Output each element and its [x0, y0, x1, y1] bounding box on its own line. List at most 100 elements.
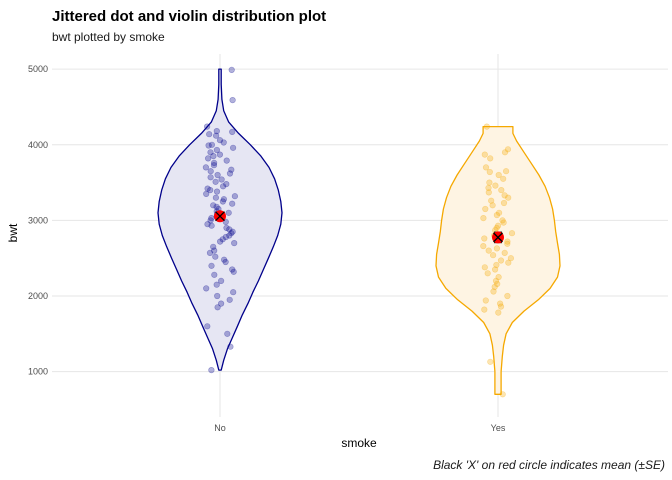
data-point-no: [207, 187, 214, 194]
data-point-yes: [504, 238, 511, 245]
data-point-no: [223, 157, 230, 164]
data-point-no: [203, 285, 210, 292]
mean-x-mark: [215, 211, 225, 222]
y-tick-label: 4000: [28, 140, 48, 150]
data-point-no: [226, 232, 233, 239]
data-point-yes: [482, 164, 490, 171]
data-point-no: [221, 256, 228, 263]
data-point-yes: [504, 292, 511, 300]
data-point-no: [224, 330, 231, 337]
data-point-no: [216, 137, 224, 144]
data-point-no: [223, 224, 230, 231]
data-point-no: [211, 247, 218, 254]
data-point-yes: [487, 155, 494, 162]
data-point-no: [212, 194, 219, 201]
mean-x-mark: [493, 232, 503, 243]
data-point-no: [229, 266, 236, 273]
data-point-yes: [481, 264, 488, 271]
data-point-no: [216, 151, 223, 158]
data-point-no: [207, 168, 214, 175]
data-point-no: [207, 149, 214, 156]
data-point-yes: [485, 247, 492, 254]
data-point-no: [208, 141, 215, 148]
data-point-yes: [493, 224, 500, 231]
y-tick-labels: 1000 2000 3000 4000 5000: [28, 64, 48, 377]
data-point-no: [204, 221, 211, 228]
data-point-no: [213, 128, 220, 135]
data-point-no: [214, 171, 221, 179]
data-point-yes: [493, 261, 500, 269]
data-point-yes: [505, 259, 512, 266]
data-point-yes: [499, 391, 506, 398]
x-tick-label-no: No: [214, 423, 226, 433]
data-point-yes: [484, 270, 491, 277]
data-point-yes: [492, 266, 499, 273]
data-point-no: [228, 166, 235, 173]
data-point-yes: [493, 212, 501, 219]
x-axis-title: smoke: [341, 436, 377, 450]
y-tick-label: 3000: [28, 215, 48, 225]
y-tick-label: 2000: [28, 291, 48, 301]
data-point-no: [210, 202, 217, 209]
data-point-yes: [507, 255, 515, 262]
data-point-yes: [495, 274, 502, 281]
data-point-no: [222, 258, 229, 266]
violin-yes: [435, 125, 561, 395]
data-point-yes: [488, 197, 495, 204]
data-point-no: [210, 162, 218, 169]
data-point-no: [220, 196, 227, 203]
data-point-yes: [497, 257, 505, 264]
data-point-no: [208, 367, 215, 374]
data-point-yes: [496, 209, 503, 216]
data-point-yes: [485, 184, 492, 191]
data-point-no: [226, 296, 233, 303]
data-point-yes: [500, 199, 508, 207]
data-point-yes: [481, 151, 488, 158]
data-point-no: [229, 228, 236, 235]
data-point-no: [208, 262, 215, 269]
data-point-yes: [498, 187, 505, 194]
data-point-no: [212, 178, 219, 185]
data-point-yes: [487, 358, 494, 365]
data-point-yes: [492, 182, 499, 189]
data-point-no: [207, 174, 214, 181]
y-tick-label: 5000: [28, 64, 48, 74]
y-axis-title: bwt: [6, 223, 20, 242]
data-point-yes: [500, 175, 507, 182]
data-point-no: [218, 300, 225, 307]
data-point-no: [208, 215, 215, 222]
data-point-yes: [485, 189, 492, 196]
data-point-no: [218, 277, 225, 285]
data-point-yes: [504, 240, 511, 247]
data-point-no: [204, 185, 211, 192]
chart-subtitle: bwt plotted by smoke: [52, 30, 165, 44]
data-point-yes: [499, 217, 506, 224]
data-point-no: [211, 271, 218, 278]
data-point-no: [228, 230, 235, 237]
data-point-yes: [481, 306, 488, 313]
data-point-yes: [497, 300, 504, 307]
data-point-yes: [504, 146, 512, 153]
data-point-no: [205, 155, 212, 162]
data-point-yes: [505, 194, 512, 201]
data-point-no: [226, 226, 233, 233]
data-point-yes: [480, 243, 487, 250]
data-point-yes: [497, 303, 505, 310]
data-point-no: [213, 203, 220, 210]
x-tick-labels: No Yes: [214, 423, 506, 433]
data-point-no: [213, 281, 220, 288]
data-point-no: [223, 181, 230, 188]
data-point-yes: [495, 171, 502, 179]
data-point-yes: [491, 283, 498, 291]
data-point-no: [214, 304, 221, 311]
data-point-no: [227, 343, 234, 350]
data-point-no: [218, 176, 225, 183]
data-point-yes: [508, 230, 516, 237]
data-point-no: [231, 193, 238, 200]
data-point-no: [210, 153, 217, 160]
point-layer: [202, 66, 516, 398]
data-point-yes: [494, 280, 501, 288]
mean-layer: [214, 210, 504, 244]
data-point-no: [220, 183, 227, 190]
data-point-no: [204, 323, 211, 330]
